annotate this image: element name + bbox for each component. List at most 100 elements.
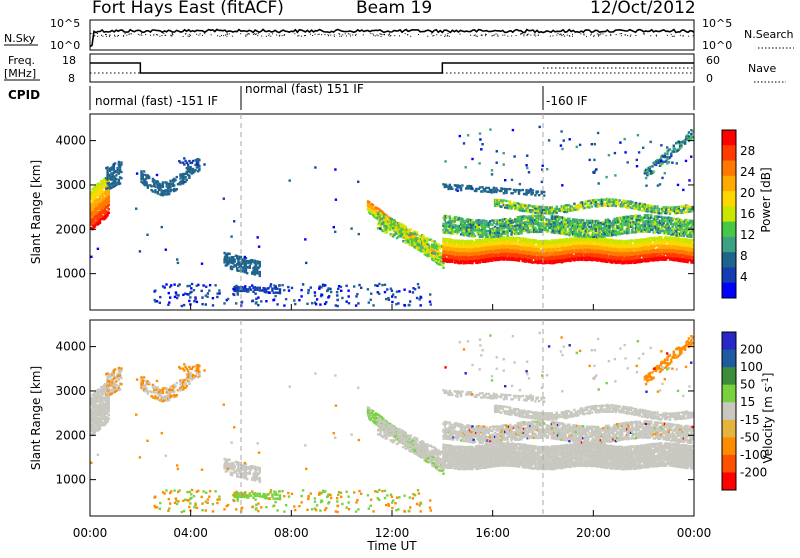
- nsearch-point: [530, 35, 531, 36]
- power-cell: [431, 252, 433, 254]
- power-cell: [314, 295, 316, 297]
- power-cell: [367, 288, 369, 290]
- power-cell: [218, 289, 220, 291]
- nsearch-point: [528, 34, 529, 35]
- power-cell: [118, 179, 120, 181]
- power-cell: [512, 225, 514, 227]
- power-cell: [231, 268, 233, 270]
- power-cell: [653, 227, 655, 229]
- nsearch-point: [591, 34, 592, 35]
- nsearch-point: [370, 33, 371, 34]
- power-cell: [566, 231, 568, 233]
- nsearch-point: [153, 34, 154, 35]
- nsearch-point: [342, 34, 343, 35]
- nsearch-point: [93, 36, 94, 37]
- power-cell: [498, 231, 500, 233]
- nsearch-point: [245, 36, 246, 37]
- nsearch-point: [606, 35, 607, 36]
- power-cell: [283, 289, 285, 291]
- power-cell: [616, 217, 618, 219]
- power-cell: [398, 231, 400, 233]
- nsearch-point: [126, 35, 127, 36]
- nsearch-point: [563, 34, 564, 35]
- nsearch-point: [247, 34, 248, 35]
- power-cell: [169, 186, 171, 188]
- power-cell: [294, 303, 296, 305]
- nsearch-point: [145, 34, 146, 35]
- nsearch-point: [407, 34, 408, 35]
- power-cell: [336, 305, 338, 307]
- nsearch-point: [183, 36, 184, 37]
- power-cell: [664, 220, 666, 222]
- power-cell: [249, 265, 251, 267]
- power-cell: [416, 297, 418, 299]
- nsearch-point: [474, 35, 475, 36]
- nsearch-point: [268, 35, 269, 36]
- power-cell: [205, 303, 207, 305]
- nsearch-point: [625, 35, 626, 36]
- nsearch-point: [204, 33, 205, 34]
- power-cell: [547, 229, 549, 231]
- power-cell: [553, 222, 555, 224]
- power-cell: [489, 220, 491, 222]
- nsearch-point: [346, 36, 347, 37]
- power-cell: [161, 189, 163, 191]
- power-cell: [573, 218, 575, 220]
- power-cell: [145, 181, 147, 183]
- power-cell: [485, 220, 487, 222]
- power-cell: [106, 187, 108, 189]
- nave-tick-top: 60: [706, 54, 720, 67]
- power-cell: [276, 288, 278, 290]
- nsearch-point: [190, 35, 191, 36]
- power-cell: [256, 287, 258, 289]
- power-cell: [518, 260, 520, 262]
- nsearch-point: [363, 34, 364, 35]
- power-cell: [385, 221, 387, 223]
- power-cell: [520, 232, 522, 234]
- power-cell: [223, 252, 225, 254]
- nsearch-point: [630, 36, 631, 37]
- nsearch-point: [225, 34, 226, 35]
- nsearch-point: [643, 33, 644, 34]
- nsearch-point: [523, 35, 524, 36]
- nsearch-tick-top: 10^5: [702, 17, 732, 30]
- freq-label: Freq.: [8, 54, 35, 67]
- power-cell: [575, 257, 577, 259]
- power-cell: [645, 217, 647, 219]
- power-cell: [374, 284, 376, 286]
- power-cell: [147, 184, 149, 186]
- power-cell: [147, 187, 149, 189]
- power-cell: [101, 193, 103, 195]
- nsearch-point: [138, 34, 139, 35]
- power-cell: [108, 192, 110, 194]
- nsearch-point: [598, 34, 599, 35]
- power-cell: [397, 236, 399, 238]
- nsearch-point: [493, 35, 494, 36]
- nsearch-point: [384, 34, 385, 35]
- nsearch-point: [556, 35, 557, 36]
- power-cell: [384, 291, 386, 293]
- power-cell: [649, 230, 651, 232]
- power-cell: [341, 297, 343, 299]
- power-cell: [106, 169, 108, 171]
- power-cell: [356, 293, 358, 295]
- power-cell: [569, 260, 571, 262]
- nsearch-point: [90, 33, 91, 34]
- nsearch-point: [535, 36, 536, 37]
- cpid-segment-2: normal (fast) 151 IF: [245, 82, 364, 96]
- power-cell: [256, 272, 258, 274]
- nsearch-label: N.Search: [744, 28, 794, 41]
- power-cell: [168, 193, 170, 195]
- power-cell: [142, 173, 144, 175]
- power-cell: [188, 300, 190, 302]
- power-cell: [94, 225, 96, 227]
- nsearch-point: [627, 35, 628, 36]
- power-cell: [194, 298, 196, 300]
- nsearch-point: [93, 33, 94, 34]
- nsearch-point: [161, 35, 162, 36]
- power-cell: [279, 288, 281, 290]
- power-cell: [307, 292, 309, 294]
- power-cell: [281, 284, 283, 286]
- power-cell: [298, 299, 300, 301]
